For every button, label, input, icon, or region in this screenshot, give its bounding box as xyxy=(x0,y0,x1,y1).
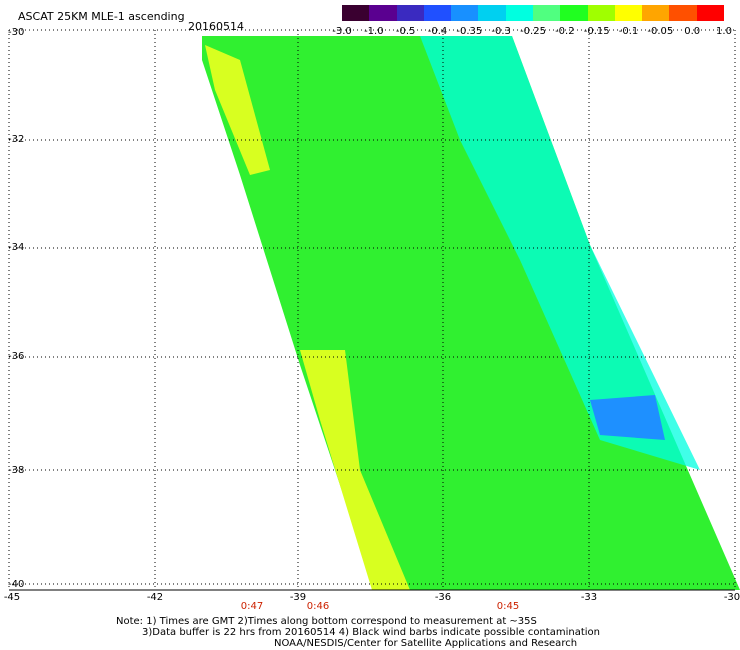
lon-label-45: -45 xyxy=(3,592,21,603)
lat-label-40: -40 xyxy=(8,579,25,590)
lon-label-33: -33 xyxy=(580,592,598,603)
lat-label-38: -38 xyxy=(8,465,25,476)
colorbar-swatch xyxy=(369,5,397,21)
colorbar-tick-label: -0.05 xyxy=(647,26,674,37)
lon-label-36: -36 xyxy=(434,592,452,603)
colorbar-swatch xyxy=(642,5,670,21)
colorbar-swatch xyxy=(342,5,370,21)
colorbar-swatch xyxy=(396,5,424,21)
colorbar-swatch xyxy=(532,5,561,21)
lat-label-32: -32 xyxy=(8,134,25,145)
colorbar xyxy=(342,5,724,21)
swath-yellow-edge xyxy=(205,45,270,175)
swath-cyan-region xyxy=(420,36,700,470)
lon-label-42: -42 xyxy=(146,592,164,603)
lon-label-39: -39 xyxy=(289,592,307,603)
colorbar-tick-label: -1.0 xyxy=(364,26,384,37)
lat-lon-grid xyxy=(8,29,736,591)
colorbar-swatch xyxy=(560,5,588,21)
colorbar-swatch xyxy=(669,5,697,21)
colorbar-swatch xyxy=(423,5,452,21)
colorbar-tick-label: -0.2 xyxy=(555,26,575,37)
colorbar-swatch xyxy=(505,5,533,21)
lat-label-36: -36 xyxy=(8,351,25,362)
colorbar-tick-label: -0.1 xyxy=(618,26,639,37)
colorbar-tick-label: -0.5 xyxy=(395,26,416,37)
colorbar-swatch xyxy=(587,5,615,21)
colorbar-swatch xyxy=(478,5,506,21)
lat-label-34: -34 xyxy=(8,242,25,253)
swath-blue-patch xyxy=(590,395,665,440)
colorbar-tick-label: -0.35 xyxy=(456,26,483,37)
time-label-045: 0:45 xyxy=(496,601,520,612)
note-line-3: NOAA/NESDIS/Center for Satellite Applica… xyxy=(274,638,578,649)
colorbar-tick-label: 0.0 xyxy=(684,26,701,37)
time-label-046: 0:46 xyxy=(306,601,330,612)
time-label-047: 0:47 xyxy=(240,601,264,612)
note-line-2: 3)Data buffer is 22 hrs from 20160514 4)… xyxy=(142,627,600,638)
colorbar-tick-label: -3.0 xyxy=(332,26,352,37)
colorbar-swatch xyxy=(696,5,724,21)
colorbar-tick-label: 1.0 xyxy=(716,26,732,37)
note-line-1: Note: 1) Times are GMT 2)Times along bot… xyxy=(116,616,537,627)
colorbar-tick-label: -0.4 xyxy=(427,26,448,37)
swath-yellow-edge-lower xyxy=(300,350,410,590)
map-title: ASCAT 25KM MLE-1 ascending xyxy=(18,10,185,23)
colorbar-tick-label: -0.15 xyxy=(583,26,610,37)
satellite-swath xyxy=(202,36,740,590)
lon-label-30: -30 xyxy=(723,592,740,603)
lat-label-30: -30 xyxy=(8,27,25,38)
colorbar-swatch xyxy=(614,5,643,21)
colorbar-swatch xyxy=(451,5,479,21)
colorbar-tick-label: -0.3 xyxy=(491,26,511,37)
colorbar-tick-label: -0.25 xyxy=(520,26,546,37)
